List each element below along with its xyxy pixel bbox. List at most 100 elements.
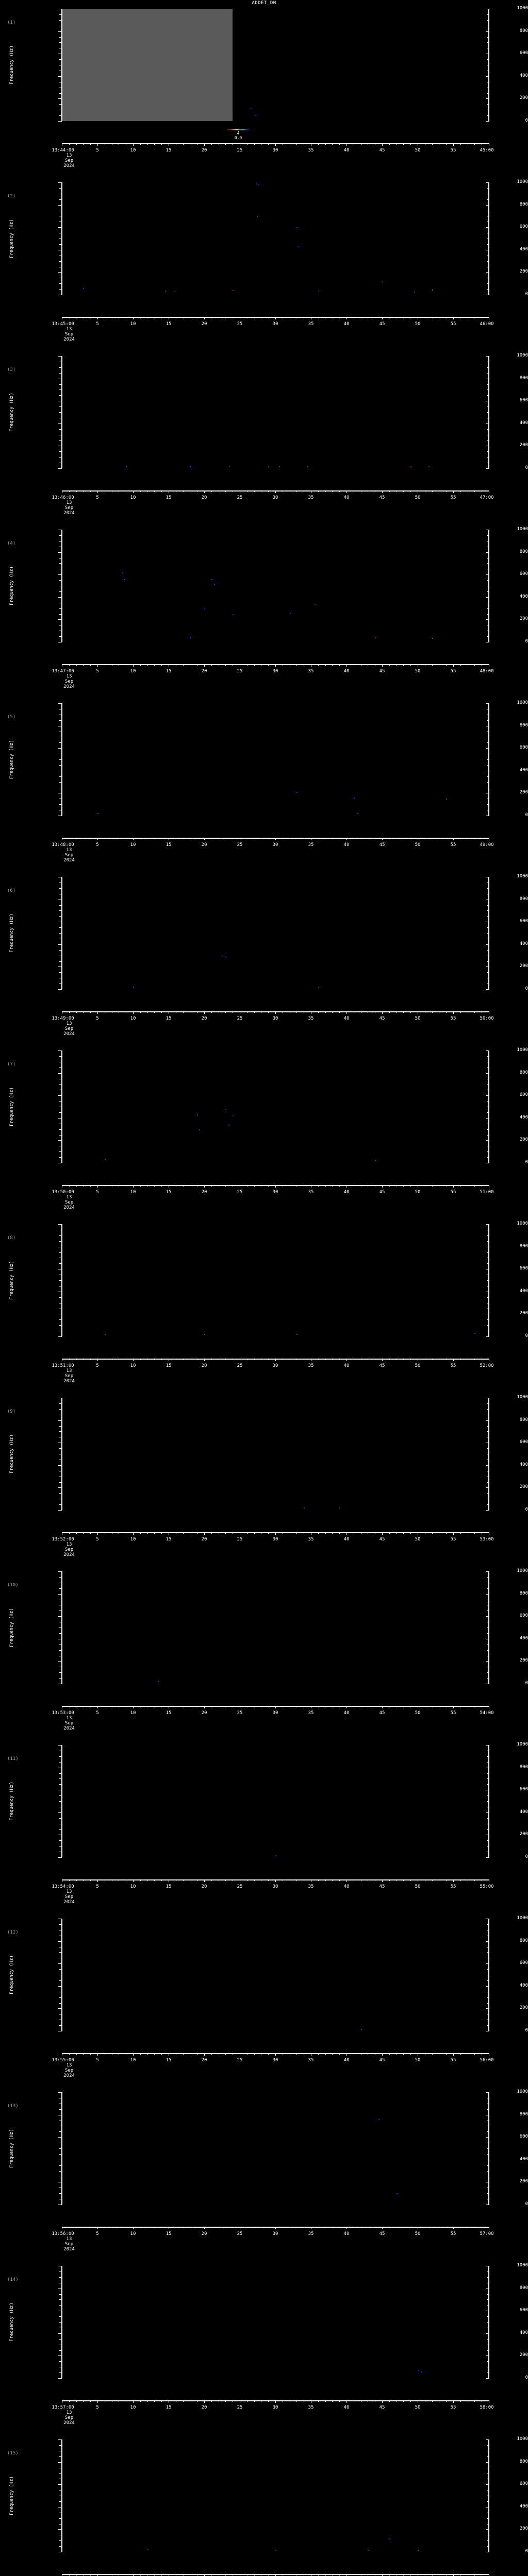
plot-area[interactable]	[62, 1224, 489, 1336]
y-tick-major-right	[486, 1050, 489, 1051]
x-tick-minor	[147, 2053, 148, 2055]
y-tick-minor	[59, 406, 62, 408]
y-tick-label: 200	[519, 963, 528, 969]
x-axis-end-label: 48:00	[480, 669, 494, 674]
detection-point	[199, 1129, 201, 1130]
x-axis-end-label: 52:00	[480, 1363, 494, 1368]
x-tick-major	[453, 2574, 454, 2576]
x-tick-minor	[225, 1879, 226, 1881]
y-tick-major	[58, 619, 62, 620]
y-tick-minor	[59, 1241, 62, 1242]
x-tick-minor	[318, 143, 319, 145]
y-tick-minor	[59, 1448, 62, 1449]
x-tick-major	[346, 143, 347, 146]
x-tick-major	[453, 838, 454, 840]
x-tick-minor	[211, 838, 212, 839]
detection-point	[225, 956, 227, 958]
y-tick-major	[58, 944, 62, 945]
plot-area[interactable]	[62, 2092, 489, 2205]
y-axis-left	[61, 1745, 62, 1857]
plot-area[interactable]	[62, 2439, 489, 2552]
y-tick-minor-right	[487, 972, 489, 973]
y-axis-title: Frequency (Hz)	[9, 913, 14, 953]
x-tick-minor	[161, 1359, 162, 1360]
y-tick-minor	[59, 1672, 62, 1673]
detection-point	[432, 638, 433, 639]
plot-area[interactable]	[62, 877, 489, 989]
plot-area[interactable]	[62, 1571, 489, 1684]
plot-area[interactable]	[62, 356, 489, 468]
y-tick-minor	[59, 2322, 62, 2323]
plot-area[interactable]	[62, 182, 489, 295]
x-tick-label: 50	[415, 1710, 421, 1716]
plot-area[interactable]	[62, 1919, 489, 2031]
y-tick-minor-right	[487, 2350, 489, 2351]
y-tick-label: 400	[519, 1635, 528, 1641]
y-tick-minor-right	[487, 1056, 489, 1057]
y-tick-minor-right	[487, 1493, 489, 1494]
y-tick-minor-right	[487, 412, 489, 413]
plot-area[interactable]	[62, 1398, 489, 1510]
plot-area[interactable]	[62, 1745, 489, 1857]
x-tick-minor	[254, 1185, 255, 1187]
x-axis-date-label: 13 Sep 2024	[63, 1195, 75, 1210]
x-tick-minor	[69, 2053, 70, 2055]
detection-point	[104, 1159, 106, 1161]
plot-area[interactable]	[62, 9, 489, 121]
y-tick-major-right	[486, 1510, 489, 1511]
x-tick-minor	[76, 2574, 77, 2575]
detection-point	[233, 614, 234, 615]
x-tick-major	[133, 1011, 134, 1014]
x-tick-minor	[339, 2574, 340, 2575]
plot-area[interactable]	[62, 1050, 489, 1163]
y-tick-minor-right	[487, 2131, 489, 2132]
x-tick-minor	[183, 143, 184, 145]
y-tick-minor	[59, 1235, 62, 1236]
x-tick-minor	[90, 490, 91, 492]
detection-point	[204, 608, 205, 609]
y-tick-minor	[59, 765, 62, 766]
plot-area[interactable]	[62, 2266, 489, 2378]
x-tick-minor	[325, 1359, 326, 1360]
x-tick-minor	[339, 143, 340, 145]
y-axis-title: Frequency (Hz)	[9, 1434, 14, 1473]
x-tick-label: 15	[166, 1363, 172, 1368]
x-tick-minor	[147, 2227, 148, 2228]
x-tick-minor	[325, 1532, 326, 1534]
x-tick-minor	[161, 2574, 162, 2575]
y-tick-major-right	[486, 1941, 489, 1942]
plot-area[interactable]	[62, 530, 489, 642]
y-tick-label: 0	[525, 1854, 528, 1859]
panel-number: (11)	[7, 1756, 19, 1761]
y-axis-title: Frequency (Hz)	[9, 1087, 14, 1126]
detection-point	[428, 466, 430, 467]
x-tick-minor	[211, 1706, 212, 1707]
y-tick-label: 200	[519, 269, 528, 275]
x-tick-minor	[161, 143, 162, 145]
y-tick-major	[58, 272, 62, 273]
y-tick-minor-right	[487, 2316, 489, 2317]
y-tick-major	[58, 2484, 62, 2485]
x-tick-minor	[147, 317, 148, 318]
panel-number: (9)	[7, 1409, 16, 1414]
x-tick-minor	[389, 1011, 390, 1013]
x-tick-minor	[339, 1706, 340, 1707]
x-tick-minor	[225, 1706, 226, 1707]
y-tick-minor	[59, 1431, 62, 1432]
detection-point	[104, 1333, 106, 1335]
x-tick-label: 40	[343, 1884, 350, 1889]
y-tick-major-right	[486, 1420, 489, 1421]
x-tick-minor	[410, 1532, 411, 1534]
x-tick-minor	[76, 2400, 77, 2402]
x-tick-minor	[140, 838, 141, 839]
x-tick-major	[204, 317, 205, 319]
x-tick-label: 30	[272, 669, 278, 674]
y-tick-major	[58, 356, 62, 357]
x-tick-minor	[69, 1706, 70, 1707]
x-tick-minor	[140, 490, 141, 492]
x-axis-date-label: 13 Sep 2024	[63, 327, 75, 342]
x-tick-label: 45	[379, 2058, 385, 2063]
x-tick-label: 20	[201, 842, 207, 848]
plot-area[interactable]	[62, 703, 489, 816]
x-tick-minor	[90, 1011, 91, 1013]
